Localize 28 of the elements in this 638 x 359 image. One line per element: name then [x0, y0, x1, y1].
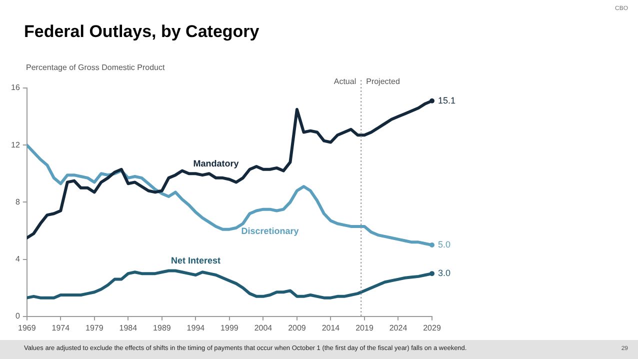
y-tick-label: 4	[15, 254, 20, 264]
series-label: Discretionary	[241, 226, 299, 236]
chart-title: Federal Outlays, by Category	[24, 22, 260, 42]
y-tick-label: 12	[10, 140, 20, 150]
series-label: Net Interest	[170, 255, 220, 266]
data-label: 15.1	[438, 95, 456, 106]
x-tick-label: 1974	[52, 323, 70, 332]
x-tick-label: 1989	[153, 323, 172, 332]
x-tick-label: 1979	[86, 323, 104, 332]
y-tick-label: 8	[15, 197, 20, 206]
x-tick-label: 2024	[389, 323, 408, 332]
data-label: 3.0	[438, 268, 451, 278]
y-tick-label: 16	[10, 83, 20, 92]
x-tick-label: 1994	[186, 323, 206, 332]
x-tick-label: 1999	[220, 323, 239, 332]
x-tick-label: 2029	[423, 323, 442, 332]
x-tick-label: 2009	[288, 323, 306, 332]
series-label: Mandatory	[193, 158, 239, 168]
x-tick-label: 1984	[119, 323, 138, 332]
x-tick-label: 2019	[356, 323, 374, 332]
text: Projected	[366, 77, 400, 86]
x-tick-label: 1969	[18, 323, 36, 332]
y-axis-title: Percentage of Gross Domestic Product	[26, 63, 166, 72]
y-tick-label: 0	[15, 312, 20, 321]
x-tick-label: 2014	[322, 323, 340, 332]
text: Actual	[334, 77, 356, 86]
data-label: 5.0	[438, 240, 451, 250]
x-tick-label: 2004	[254, 323, 273, 332]
